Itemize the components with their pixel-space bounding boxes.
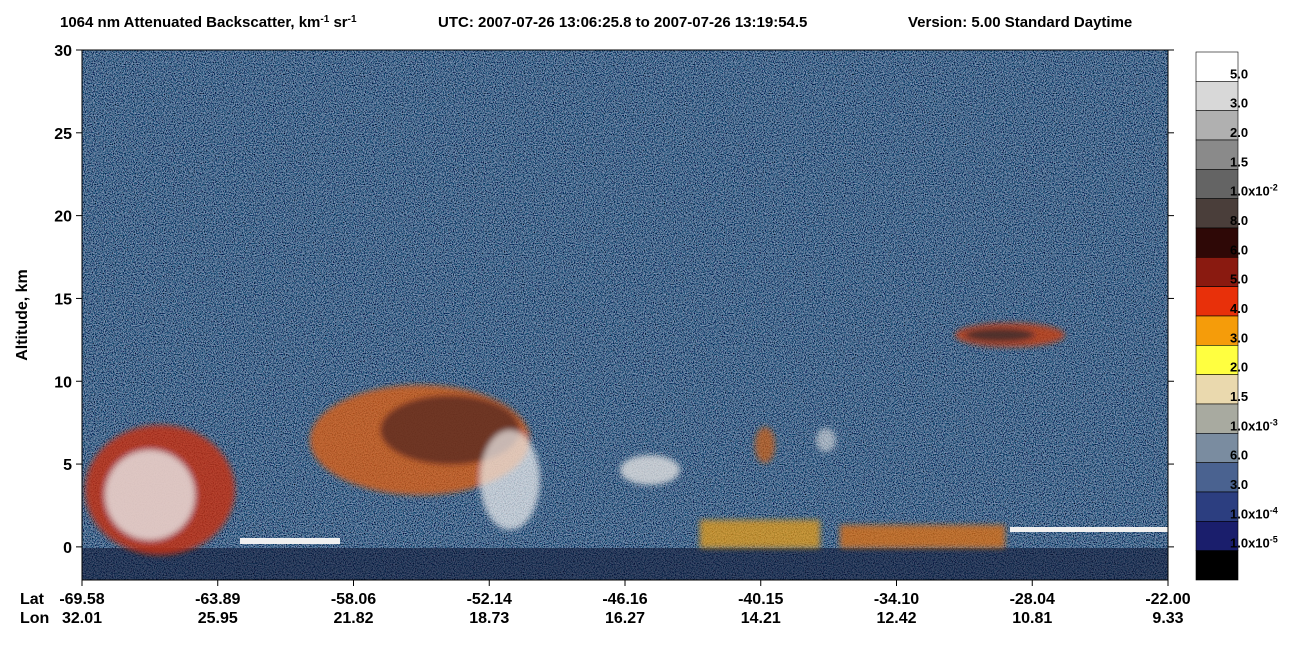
colorbar-label: 3.0 [1230, 477, 1248, 492]
colorbar-label: 8.0 [1230, 213, 1248, 228]
colorbar-label-text: 3.0 [1230, 96, 1248, 111]
colorbar-label-text: 6.0 [1230, 448, 1248, 463]
lon-label: 10.81 [1012, 610, 1052, 627]
colorbar-swatch [1195, 345, 1239, 375]
colorbar-label: 4.0 [1230, 301, 1248, 316]
chart-title: 1064 nm Attenuated Backscatter, km-1 sr-… [60, 14, 357, 32]
lat-label: -69.58 [59, 591, 104, 608]
lat-label: -63.89 [195, 591, 240, 608]
colorbar-label: 3.0 [1230, 96, 1248, 111]
lon-label: 21.82 [333, 610, 373, 627]
colorbar-swatch [1195, 51, 1239, 82]
y-tick-label: 10 [54, 374, 72, 391]
y-tick-label: 15 [54, 291, 72, 308]
colorbar-swatch [1195, 521, 1239, 551]
colorbar-swatch [1195, 550, 1239, 581]
superscript: -2 [1270, 183, 1278, 193]
y-tick-label: 0 [63, 540, 72, 557]
lon-label: 12.42 [876, 610, 916, 627]
lon-label: 18.73 [469, 610, 509, 627]
colorbar-label: 1.5 [1230, 389, 1248, 404]
y-tick-label: 30 [54, 43, 72, 60]
lon-label: 32.01 [62, 610, 102, 627]
colorbar-swatch [1195, 139, 1239, 170]
title-text: sr [329, 14, 348, 31]
y-tick-label: 5 [63, 457, 72, 474]
lat-label: -52.14 [467, 591, 512, 608]
colorbar-label: 1.0x10-3 [1230, 417, 1278, 433]
superscript: -5 [1270, 535, 1278, 545]
title-text: 1064 nm Attenuated Backscatter, km [60, 14, 320, 31]
colorbar-label-text: 1.0x10 [1230, 184, 1270, 199]
colorbar-label-text: 1.0x10 [1230, 418, 1270, 433]
colorbar-swatch [1195, 257, 1239, 287]
version: Version: 5.00 Standard Daytime [908, 14, 1132, 31]
lon-label: 14.21 [741, 610, 781, 627]
colorbar-label: 5.0 [1230, 272, 1248, 287]
colorbar-swatch [1195, 315, 1239, 346]
colorbar-label: 2.0 [1230, 360, 1248, 375]
colorbar-label: 6.0 [1230, 448, 1248, 463]
lon-label: 25.95 [198, 610, 238, 627]
colorbar-label-text: 5.0 [1230, 272, 1248, 287]
colorbar-label-text: 5.0 [1230, 66, 1248, 81]
y-axis-label: Altitude, km [14, 269, 31, 361]
colorbar-swatch [1195, 169, 1239, 199]
x-row-label: Lon [20, 610, 49, 627]
y-tick-label: 20 [54, 209, 72, 226]
utc-range: UTC: 2007-07-26 13:06:25.8 to 2007-07-26… [438, 14, 807, 31]
colorbar-swatch [1195, 462, 1239, 493]
colorbar-label-text: 6.0 [1230, 242, 1248, 257]
lat-label: -22.00 [1145, 591, 1190, 608]
colorbar-label: 6.0 [1230, 242, 1248, 257]
superscript: -3 [1270, 417, 1278, 427]
colorbar-label: 5.0 [1230, 66, 1248, 81]
colorbar-label: 1.0x10-2 [1230, 183, 1278, 199]
colorbar-label-text: 4.0 [1230, 301, 1248, 316]
colorbar-label-text: 3.0 [1230, 477, 1248, 492]
colorbar-label: 1.5 [1230, 154, 1248, 169]
colorbar-swatch [1195, 227, 1239, 258]
colorbar-swatch [1195, 491, 1239, 522]
colorbar-label-text: 1.5 [1230, 389, 1248, 404]
colorbar-label: 1.0x10-5 [1230, 535, 1278, 551]
lon-label: 16.27 [605, 610, 645, 627]
colorbar-label-text: 3.0 [1230, 330, 1248, 345]
lon-label: 9.33 [1152, 610, 1183, 627]
colorbar-label: 2.0 [1230, 125, 1248, 140]
colorbar-label: 1.0x10-4 [1230, 505, 1278, 521]
colorbar-label-text: 1.0x10 [1230, 506, 1270, 521]
superscript: -1 [348, 14, 357, 25]
colorbar-swatch [1195, 81, 1239, 111]
colorbar-swatch [1195, 110, 1239, 141]
colorbar-label: 3.0 [1230, 330, 1248, 345]
superscript: -4 [1270, 505, 1278, 515]
lat-label: -46.16 [602, 591, 647, 608]
colorbar-label-text: 1.0x10 [1230, 536, 1270, 551]
lat-label: -28.04 [1010, 591, 1055, 608]
colorbar-swatch [1195, 403, 1239, 434]
x-row-label: Lat [20, 591, 45, 608]
colorbar-swatch [1195, 374, 1239, 405]
colorbar-label-text: 2.0 [1230, 360, 1248, 375]
colorbar-label-text: 1.5 [1230, 154, 1248, 169]
superscript: -1 [320, 14, 329, 25]
colorbar-label-text: 2.0 [1230, 125, 1248, 140]
y-tick-label: 25 [54, 126, 72, 143]
backscatter-image [82, 50, 1168, 580]
lat-label: -58.06 [331, 591, 376, 608]
colorbar-swatch [1195, 286, 1239, 317]
lat-label: -34.10 [874, 591, 919, 608]
colorbar-label-text: 8.0 [1230, 213, 1248, 228]
lat-label: -40.15 [738, 591, 783, 608]
